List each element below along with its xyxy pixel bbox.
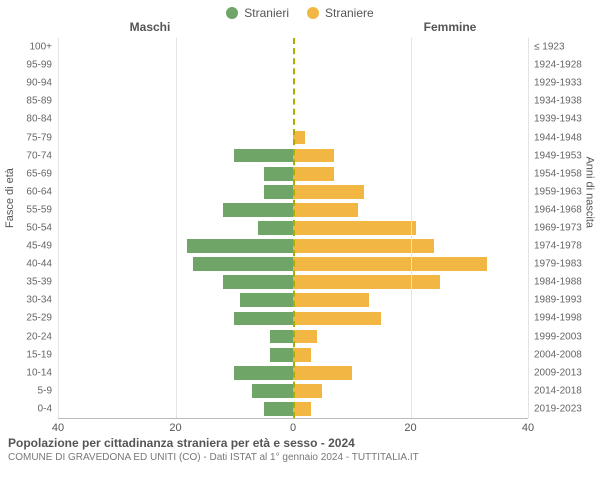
age-label: 35-39	[26, 277, 58, 288]
birth-year-label: 2019-2023	[528, 403, 582, 414]
bar-female	[293, 402, 311, 416]
bar-male	[234, 149, 293, 163]
birth-year-label: 1959-1963	[528, 186, 582, 197]
birth-year-label: 2014-2018	[528, 385, 582, 396]
birth-year-label: 1974-1978	[528, 241, 582, 252]
legend-label-female: Straniere	[325, 6, 374, 20]
birth-year-label: 1984-1988	[528, 277, 582, 288]
birth-year-label: 2004-2008	[528, 349, 582, 360]
age-label: 30-34	[26, 295, 58, 306]
age-label: 20-24	[26, 331, 58, 342]
bar-female	[293, 384, 322, 398]
bar-female	[293, 203, 358, 217]
birth-year-label: 1944-1948	[528, 132, 582, 143]
x-tick-label: 40	[52, 422, 64, 434]
bar-male	[223, 275, 294, 289]
age-label: 100+	[29, 42, 58, 53]
legend: Stranieri Straniere	[0, 0, 600, 20]
bar-male	[264, 167, 293, 181]
age-label: 0-4	[38, 403, 58, 414]
bar-male	[270, 348, 294, 362]
birth-year-label: 1969-1973	[528, 222, 582, 233]
age-label: 40-44	[26, 259, 58, 270]
bar-female	[293, 293, 369, 307]
x-tick-label: 0	[290, 422, 296, 434]
plot: 100+≤ 192395-991924-192890-941929-193385…	[58, 38, 528, 419]
bar-female	[293, 366, 352, 380]
bar-male	[252, 384, 293, 398]
bar-female	[293, 275, 440, 289]
birth-year-label: 1934-1938	[528, 96, 582, 107]
legend-item-male: Stranieri	[226, 6, 289, 20]
x-tick-label: 20	[404, 422, 416, 434]
birth-year-label: 1949-1953	[528, 150, 582, 161]
bar-male	[193, 257, 293, 271]
age-label: 75-79	[26, 132, 58, 143]
birth-year-label: 1939-1943	[528, 114, 582, 125]
bar-male	[187, 239, 293, 253]
bar-female	[293, 167, 334, 181]
bar-male	[264, 402, 293, 416]
age-label: 70-74	[26, 150, 58, 161]
legend-label-male: Stranieri	[244, 6, 289, 20]
y-axis-title-right: Anni di nascita	[584, 156, 596, 228]
age-label: 50-54	[26, 222, 58, 233]
bar-male	[240, 293, 293, 307]
bar-female	[293, 348, 311, 362]
bar-female	[293, 330, 317, 344]
column-header-female: Femmine	[300, 20, 600, 34]
age-label: 25-29	[26, 313, 58, 324]
age-label: 15-19	[26, 349, 58, 360]
bar-female	[293, 239, 434, 253]
age-label: 85-89	[26, 96, 58, 107]
age-label: 5-9	[38, 385, 58, 396]
gridline	[528, 38, 529, 418]
legend-swatch-male	[226, 7, 238, 19]
age-label: 45-49	[26, 241, 58, 252]
bar-male	[270, 330, 294, 344]
bar-male	[234, 366, 293, 380]
birth-year-label: 2009-2013	[528, 367, 582, 378]
age-label: 10-14	[26, 367, 58, 378]
column-headers: Maschi Femmine	[0, 20, 600, 38]
bar-female	[293, 149, 334, 163]
birth-year-label: 1964-1968	[528, 204, 582, 215]
gridline	[176, 38, 177, 418]
birth-year-label: 1924-1928	[528, 60, 582, 71]
center-divider	[293, 38, 295, 418]
bar-male	[264, 185, 293, 199]
legend-swatch-female	[307, 7, 319, 19]
bar-female	[293, 312, 381, 326]
birth-year-label: 1999-2003	[528, 331, 582, 342]
x-tick-label: 20	[169, 422, 181, 434]
birth-year-label: 1979-1983	[528, 259, 582, 270]
x-tick-label: 40	[522, 422, 534, 434]
bar-male	[258, 221, 293, 235]
plot-area: Fasce di età Anni di nascita 100+≤ 19239…	[58, 38, 528, 418]
birth-year-label: ≤ 1923	[528, 42, 565, 53]
bar-female	[293, 221, 416, 235]
column-header-male: Maschi	[0, 20, 300, 34]
caption-subtitle: COMUNE DI GRAVEDONA ED UNITI (CO) - Dati…	[8, 452, 592, 463]
bar-female	[293, 257, 487, 271]
caption-title: Popolazione per cittadinanza straniera p…	[8, 436, 592, 450]
birth-year-label: 1989-1993	[528, 295, 582, 306]
gridline	[58, 38, 59, 418]
age-label: 65-69	[26, 168, 58, 179]
caption: Popolazione per cittadinanza straniera p…	[0, 418, 600, 463]
age-label: 90-94	[26, 78, 58, 89]
birth-year-label: 1929-1933	[528, 78, 582, 89]
age-label: 80-84	[26, 114, 58, 125]
birth-year-label: 1994-1998	[528, 313, 582, 324]
gridline	[411, 38, 412, 418]
bar-female	[293, 185, 364, 199]
age-label: 60-64	[26, 186, 58, 197]
age-label: 55-59	[26, 204, 58, 215]
birth-year-label: 1954-1958	[528, 168, 582, 179]
age-label: 95-99	[26, 60, 58, 71]
bar-male	[223, 203, 294, 217]
legend-item-female: Straniere	[307, 6, 374, 20]
y-axis-title-left: Fasce di età	[4, 168, 16, 228]
bar-male	[234, 312, 293, 326]
